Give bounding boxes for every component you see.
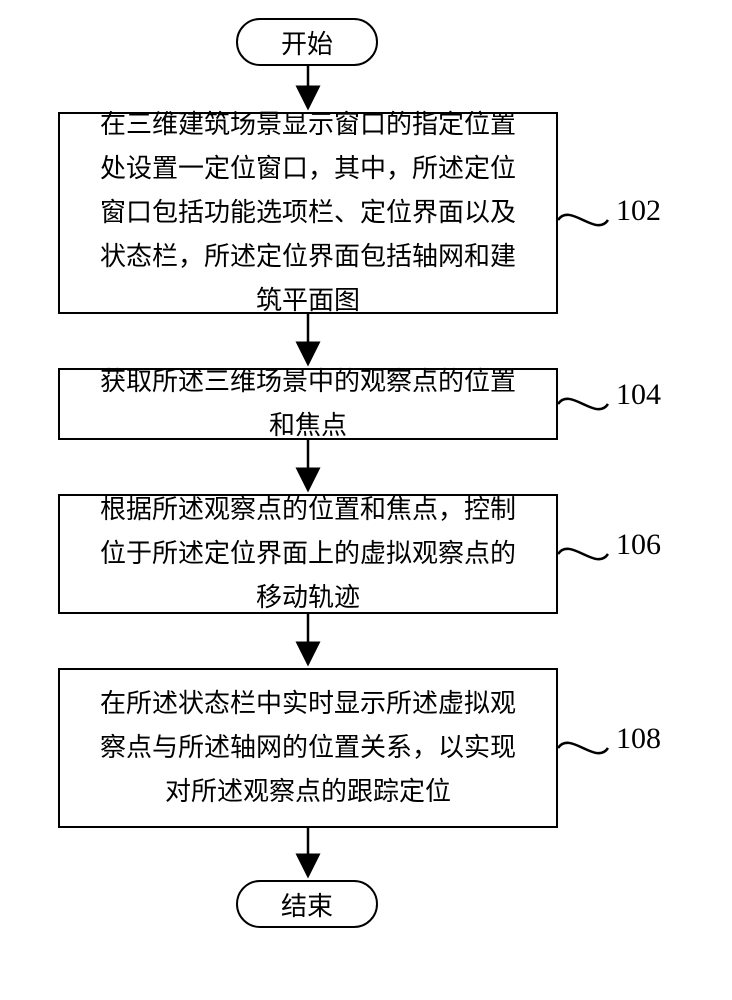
start-label: 开始 xyxy=(281,24,333,61)
process-102-text: 在三维建筑场景显示窗口的指定位置处设置一定位窗口，其中，所述定位窗口包括功能选项… xyxy=(90,103,526,324)
process-102: 在三维建筑场景显示窗口的指定位置处设置一定位窗口，其中，所述定位窗口包括功能选项… xyxy=(58,112,558,314)
process-106: 根据所述观察点的位置和焦点，控制位于所述定位界面上的虚拟观察点的移动轨迹 xyxy=(58,494,558,614)
process-104-text: 获取所述三维场景中的观察点的位置和焦点 xyxy=(90,360,526,448)
process-108: 在所述状态栏中实时显示所述虚拟观察点与所述轴网的位置关系，以实现对所述观察点的跟… xyxy=(58,668,558,828)
leader-102 xyxy=(558,215,608,225)
step-label-104: 104 xyxy=(616,378,661,412)
process-108-text: 在所述状态栏中实时显示所述虚拟观察点与所述轴网的位置关系，以实现对所述观察点的跟… xyxy=(90,682,526,815)
process-104: 获取所述三维场景中的观察点的位置和焦点 xyxy=(58,368,558,440)
step-label-106: 106 xyxy=(616,528,661,562)
step-label-102: 102 xyxy=(616,194,661,228)
end-label: 结束 xyxy=(281,886,333,923)
leader-106 xyxy=(558,549,608,559)
leader-108 xyxy=(558,743,608,753)
start-node: 开始 xyxy=(236,18,378,66)
flowchart-canvas: 开始 在三维建筑场景显示窗口的指定位置处设置一定位窗口，其中，所述定位窗口包括功… xyxy=(0,0,732,1000)
leader-104 xyxy=(558,399,608,409)
step-label-108: 108 xyxy=(616,722,661,756)
process-106-text: 根据所述观察点的位置和焦点，控制位于所述定位界面上的虚拟观察点的移动轨迹 xyxy=(90,488,526,621)
end-node: 结束 xyxy=(236,880,378,928)
